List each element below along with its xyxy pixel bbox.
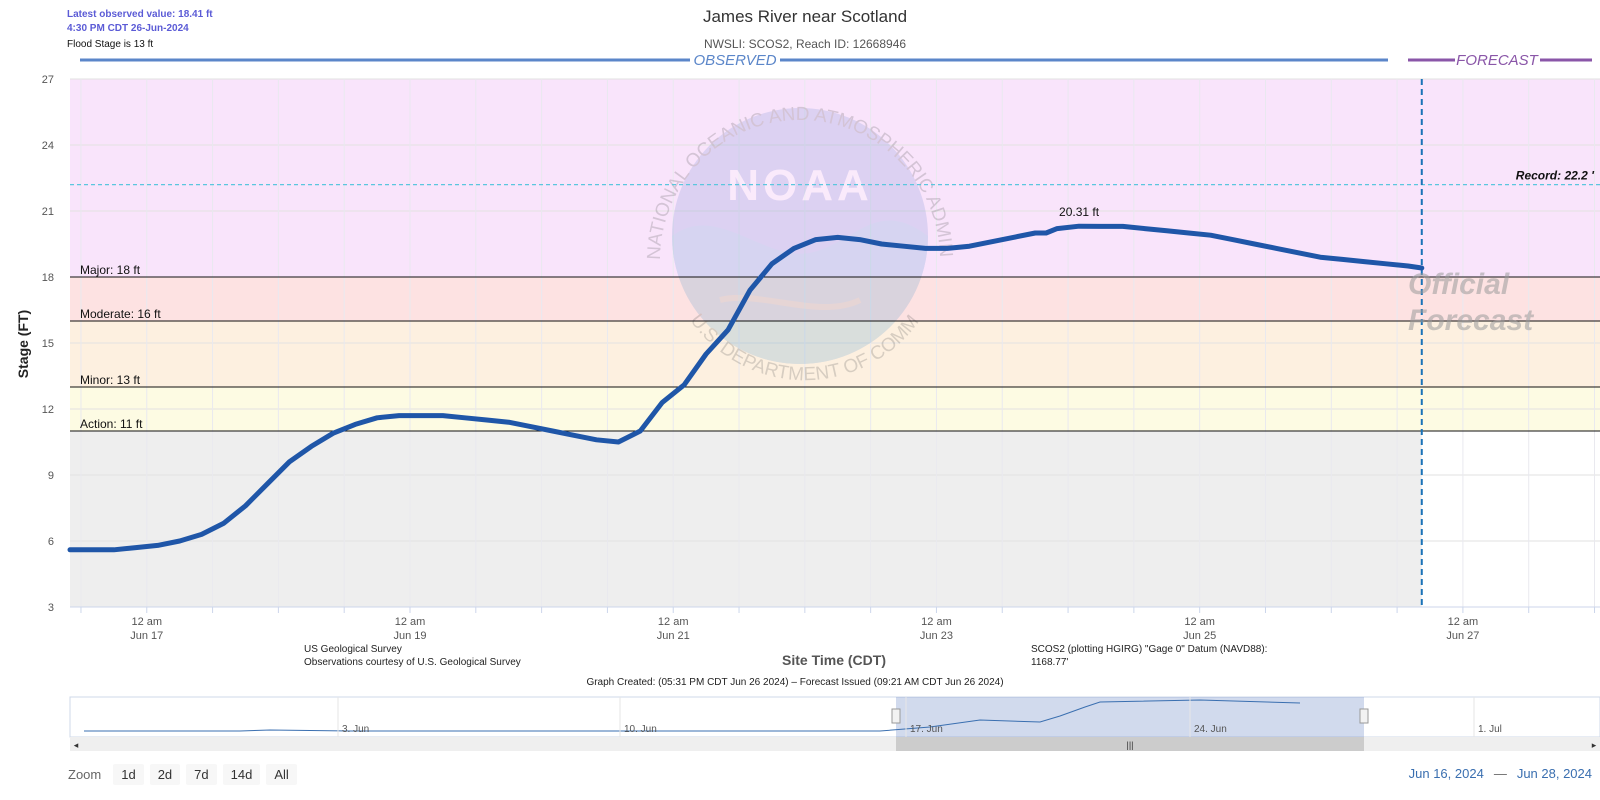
y-tick-label: 3: [48, 602, 54, 614]
normal-band: [70, 431, 1422, 607]
x-tick-label: 12 am: [131, 616, 162, 628]
major-flood-band-forecast: [1421, 79, 1600, 277]
x-tick-label: 12 am: [1184, 616, 1215, 628]
x-tick-date-label: Jun 27: [1446, 630, 1479, 642]
official-forecast-line1: Official: [1408, 268, 1510, 301]
x-tick-label: 12 am: [1448, 616, 1479, 628]
y-tick-label: 9: [48, 470, 54, 482]
navigator-date-label: 3. Jun: [342, 724, 369, 735]
range-separator: —: [1493, 766, 1507, 781]
y-tick-label: 18: [42, 272, 54, 284]
x-tick-date-label: Jun 17: [130, 630, 163, 642]
chart-title: James River near Scotland: [703, 7, 907, 26]
threshold-label-minor: Minor: 13 ft: [80, 373, 141, 387]
latest-observed-value: Latest observed value: 18.41 ft: [67, 9, 213, 20]
record-label: Record: 22.2 ': [1516, 169, 1595, 183]
navigator-scrollbar-thumb[interactable]: [896, 737, 1364, 751]
x-tick-date-label: Jun 23: [920, 630, 953, 642]
noaa-logo-bird-icon: [719, 294, 862, 310]
threshold-label-major: Major: 18 ft: [80, 263, 141, 277]
y-tick-label: 24: [42, 140, 54, 152]
forecast-label: FORECAST: [1456, 52, 1540, 69]
datum-line1: SCOS2 (plotting HGIRG) "Gage 0" Datum (N…: [1031, 644, 1267, 655]
x-tick-date-label: Jun 21: [657, 630, 690, 642]
y-tick-label: 6: [48, 536, 54, 548]
navigator-date-label: 10. Jun: [624, 724, 657, 735]
major-flood-band: [70, 79, 1422, 277]
y-axis-title: Stage (FT): [15, 310, 31, 378]
x-tick-date-label: Jun 19: [393, 630, 426, 642]
x-axis-title: Site Time (CDT): [782, 652, 886, 668]
noaa-logo-disc: [672, 108, 928, 364]
range-from-input[interactable]: Jun 16, 2024: [1408, 766, 1484, 781]
observed-series-line: [67, 223, 1425, 553]
y-tick-label: 12: [42, 404, 54, 416]
x-tick-label: 12 am: [658, 616, 689, 628]
noaa-logo-wordmark: NOAA: [727, 161, 873, 210]
source-line2: Observations courtesy of U.S. Geological…: [304, 657, 521, 668]
navigator-scrollbar-grip-icon: |||: [1126, 740, 1133, 750]
x-tick-label: 12 am: [921, 616, 952, 628]
zoom-all-button[interactable]: All: [266, 764, 297, 785]
zoom-14d-button[interactable]: 14d: [222, 764, 261, 785]
x-tick-label: 12 am: [395, 616, 426, 628]
official-forecast-line2: Forecast: [1408, 304, 1535, 337]
navigator-date-label: 1. Jul: [1478, 724, 1502, 735]
y-tick-label: 21: [42, 206, 54, 218]
datum-line2: 1168.77': [1031, 657, 1068, 668]
threshold-label-moderate: Moderate: 16 ft: [80, 307, 161, 321]
latest-observed-time: 4:30 PM CDT 26-Jun-2024: [67, 23, 189, 34]
x-tick-date-label: Jun 25: [1183, 630, 1216, 642]
minor-flood-band-forecast: [1421, 321, 1600, 387]
flood-stage-note: Flood Stage is 13 ft: [67, 39, 153, 50]
date-range-inputs: Jun 16, 2024 — Jun 28, 2024: [1409, 766, 1592, 781]
zoom-7d-button[interactable]: 7d: [186, 764, 217, 785]
zoom-1d-button[interactable]: 1d: [113, 764, 144, 785]
navigator-date-label: 17. Jun: [910, 724, 943, 735]
zoom-label: Zoom: [68, 767, 102, 782]
graph-created-note: Graph Created: (05:31 PM CDT Jun 26 2024…: [586, 677, 1003, 688]
y-tick-label: 27: [42, 74, 54, 86]
y-tick-label: 15: [42, 338, 54, 350]
noaa-logo-wave: [672, 220, 928, 364]
scroll-right-arrow-icon[interactable]: ▸: [1592, 740, 1597, 750]
chart-subtitle: NWSLI: SCOS2, Reach ID: 12668946: [704, 37, 906, 51]
moderate-flood-band-forecast: [1421, 277, 1600, 321]
scroll-left-arrow-icon[interactable]: ◂: [74, 740, 79, 750]
navigator-scrollbar-track[interactable]: [70, 737, 1600, 751]
navigator-date-label: 24. Jun: [1194, 724, 1227, 735]
navigator-handle-right[interactable]: [1359, 708, 1369, 724]
range-to-input[interactable]: Jun 28, 2024: [1516, 766, 1592, 781]
navigator-series-line: [84, 699, 1301, 732]
minor-flood-band: [70, 321, 1422, 387]
range-navigator[interactable]: 3. Jun 10. Jun 17. Jun 24. Jun 1. Jul ||| ◂ …: [69, 696, 1600, 751]
navigator-handle-left[interactable]: [891, 708, 901, 724]
observed-label: OBSERVED: [693, 52, 776, 69]
peak-annotation-label: 20.31 ft: [1059, 205, 1100, 219]
threshold-label-action: Action: 11 ft: [80, 417, 143, 431]
zoom-2d-button[interactable]: 2d: [149, 764, 181, 785]
navigator-selection[interactable]: [896, 697, 1364, 737]
zoom-toolbar: Zoom 1d 2d 7d 14d All: [68, 764, 297, 785]
source-line1: US Geological Survey: [304, 644, 402, 655]
